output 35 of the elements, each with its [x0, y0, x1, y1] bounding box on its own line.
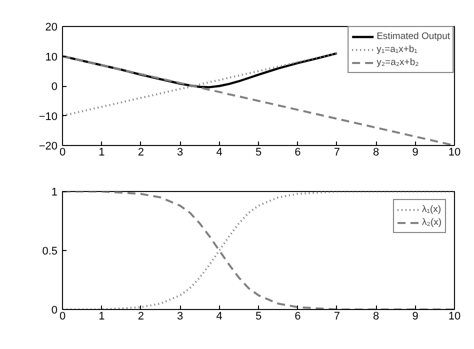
x-tick-label: 10 [448, 310, 461, 322]
x-tick-label: 4 [216, 310, 222, 322]
x-tick-label: 9 [412, 146, 418, 158]
legend-label: λ₁(x) [422, 203, 442, 216]
x-tick-label: 4 [216, 146, 222, 158]
y-tick-label: 20 [45, 22, 58, 34]
x-tick-label: 5 [255, 146, 262, 158]
y-tick-label: −20 [38, 140, 58, 152]
y-tick-label: 10 [45, 51, 58, 64]
legend-label: Estimated Output [376, 30, 450, 43]
x-tick-label: 10 [448, 146, 461, 158]
x-tick-label: 3 [177, 310, 184, 322]
x-tick-label: 2 [138, 310, 144, 322]
x-tick-label: 8 [373, 310, 380, 322]
legend-label: y₁=a₁x+b₁ [376, 43, 418, 56]
x-tick-label: 2 [138, 146, 144, 158]
y-tick-label: 0 [51, 81, 58, 93]
line-series [62, 192, 454, 310]
x-tick-label: 6 [294, 310, 301, 322]
legend-label: y₂=a₂x+b₂ [376, 56, 419, 69]
x-tick-label: 6 [294, 146, 301, 158]
x-tick-label: 0 [59, 146, 66, 158]
x-tick-label: 1 [98, 310, 105, 322]
y-tick-label: 1 [51, 186, 58, 198]
x-tick-label: 7 [334, 310, 340, 322]
y-tick-label: −10 [38, 110, 58, 123]
x-tick-label: 3 [177, 146, 184, 158]
legend-label: λ₂(x) [422, 216, 442, 229]
x-tick-label: 5 [255, 310, 262, 322]
x-tick-label: 9 [412, 310, 418, 322]
y-tick-label: 0.5 [42, 246, 58, 258]
x-tick-label: 8 [373, 146, 380, 158]
x-tick-label: 0 [59, 310, 66, 322]
x-tick-label: 1 [98, 146, 105, 158]
x-tick-label: 7 [334, 146, 340, 158]
